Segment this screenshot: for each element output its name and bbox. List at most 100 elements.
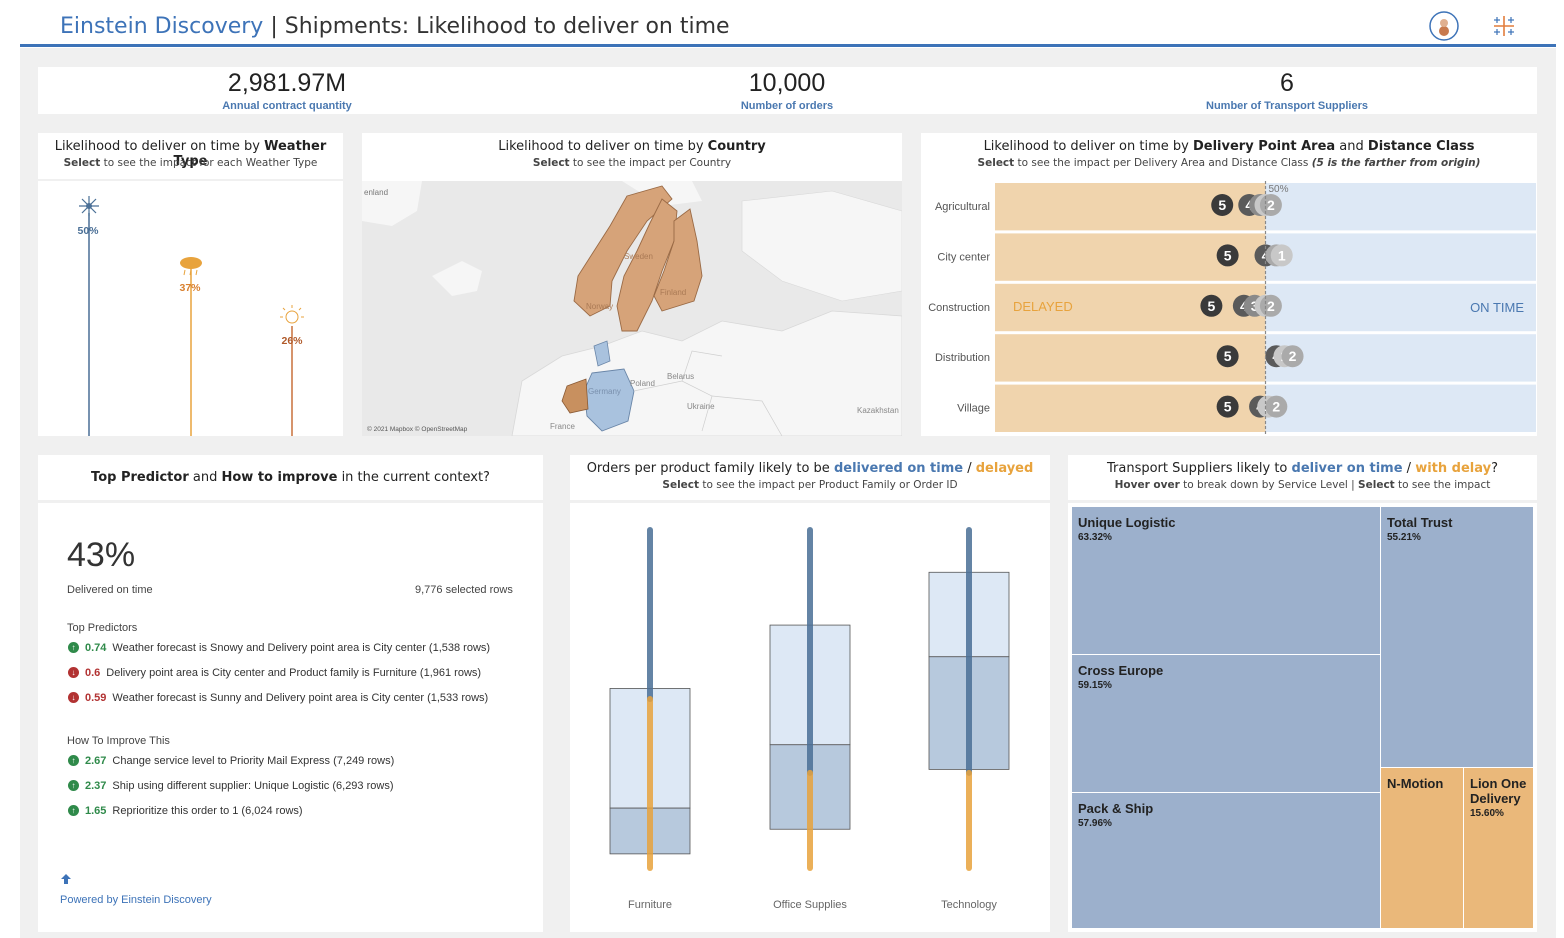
up-arrow-icon: ↑ [68,754,79,766]
supplier-cross-europe[interactable]: Cross Europe 59.15% [1072,655,1381,793]
svg-text:2: 2 [1272,399,1280,415]
product-family-label: Furniture [628,899,672,911]
brand-name: Einstein Discovery [60,14,264,39]
weather-pct-snowy: 50% [77,225,99,237]
dashboard-canvas: 2,981.97M Annual contract quantity 10,00… [20,48,1556,938]
kpi-contract-label: Annual contract quantity [222,100,352,112]
supplier-unique-logistic[interactable]: Unique Logistic 63.32% [1072,507,1381,655]
map-attribution: © 2021 Mapbox © OpenStreetMap [367,425,468,433]
weather-item-rain[interactable]: 37% [179,257,202,436]
country-title: Likelihood to deliver on time by Country [498,139,766,154]
map-country-finland [653,208,703,312]
header-rule [20,44,1556,47]
distance-class-dot[interactable]: 2 [1259,194,1282,216]
delivery-row[interactable]: Distribution5412 [935,334,1536,382]
avatar[interactable] [1428,10,1460,42]
svg-text:Belarus: Belarus [667,372,694,381]
title-separator: | [270,14,278,39]
distance-class-dot[interactable]: 2 [1265,395,1288,418]
improve-row: ↑ 1.65 Reprioritize this order to 1 (6,024… [68,804,303,817]
boxplot-furniture[interactable] [609,527,691,871]
kpi-suppliers-label: Number of Transport Suppliers [1206,100,1368,112]
delivery-area-label: Construction [928,302,990,314]
delivery-row[interactable]: Village5412 [957,384,1536,432]
svg-text:enland: enland [364,188,388,197]
suppliers-panel: Unique Logistic 63.32% Total Trust 55.21% … [1068,503,1537,932]
boxplot-office-supplies[interactable] [769,527,851,871]
orders-subtitle: Select to see the impact per Product Fam… [662,479,958,491]
down-arrow-icon: ↓ [68,666,79,678]
svg-text:Poland: Poland [630,379,655,388]
svg-text:5: 5 [1218,197,1226,213]
kpi-orders-value: 10,000 [748,69,826,97]
kpi-contract-value: 2,981.97M [227,69,347,97]
weather-subtitle: Select to see the impact for each Weathe… [63,157,318,169]
product-family-label: Technology [941,899,997,911]
country-panel: Likelihood to deliver on time by Country… [362,133,902,436]
up-arrow-icon: ↑ [68,641,79,653]
country-map[interactable]: enland Sweden Finland Norway Poland Bela… [362,181,902,436]
delivery-area-label: Distribution [935,352,990,364]
suppliers-title: Transport Suppliers likely to deliver on… [1107,461,1498,476]
dashboard-title: Shipments: Likelihood to deliver on time [284,14,730,39]
weather-chart[interactable]: 50% 37% 26% [38,181,343,436]
country-subtitle: Select to see the impact per Country [532,157,732,169]
svg-text:Finland: Finland [660,288,686,297]
delivery-subtitle: Select to see the impact per Delivery Ar… [977,157,1481,169]
svg-text:Germany: Germany [588,387,621,396]
svg-text:Norway: Norway [586,302,613,311]
user-avatar-icon [1429,11,1459,41]
suppliers-header: Transport Suppliers likely to deliver on… [1068,455,1537,500]
predictor-header: Top Predictor and How to improve in the … [38,455,543,500]
svg-text:2: 2 [1289,348,1297,364]
delivery-row[interactable]: City center5421 [937,233,1536,281]
orders-boxplot[interactable]: Furniture Office Supplies Technology [570,503,1050,932]
delivery-chart[interactable]: Agricultural54312City center5421Construc… [921,181,1537,436]
improve-header: How To Improve This [67,735,170,747]
predictor-title: Top Predictor and How to improve in the … [91,470,490,485]
distance-class-dot[interactable]: 2 [1259,294,1282,317]
sun-icon [280,305,304,324]
distance-class-dot[interactable]: 5 [1200,294,1223,317]
weather-panel: Likelihood to deliver on time by Weather… [38,133,343,436]
weather-item-snowy[interactable]: 50% [77,196,99,436]
svg-text:5: 5 [1224,348,1232,364]
distance-class-dot[interactable]: 5 [1216,244,1239,267]
map-country-denmark [593,340,611,367]
distance-class-dot[interactable]: 5 [1216,395,1239,418]
supplier-lion-one-delivery[interactable]: Lion One Delivery 15.60% [1464,768,1534,929]
weather-item-sunny[interactable]: 26% [280,305,304,436]
kpi-strip: 2,981.97M Annual contract quantity 10,00… [38,67,1537,114]
orders-header: Orders per product family likely to be d… [570,455,1050,500]
delivered-label: Delivered on time [67,584,153,596]
powered-by-link[interactable]: Powered by Einstein Discovery [60,894,212,906]
svg-text:2: 2 [1267,197,1275,213]
reference-line-label: 50% [1269,184,1289,195]
supplier-total-trust[interactable]: Total Trust 55.21% [1381,507,1534,768]
svg-text:5: 5 [1224,399,1232,415]
delivery-title: Likelihood to deliver on time by Deliver… [983,139,1475,154]
improve-row: ↑ 2.67 Change service level to Priority Ma… [68,754,394,767]
on-time-label: ON TIME [1470,300,1524,315]
delivered-pct: 43% [67,536,136,574]
delivery-area-label: City center [937,251,990,263]
distance-class-dot[interactable]: 2 [1281,345,1304,368]
up-arrow-icon: ↑ [68,804,79,816]
supplier-pack-and-ship[interactable]: Pack & Ship 57.96% [1072,793,1381,929]
orders-title: Orders per product family likely to be d… [586,461,1034,476]
delivery-row[interactable]: Construction54312 [928,283,1536,332]
delivery-area-label: Agricultural [935,201,990,213]
top-predictors-header: Top Predictors [67,622,138,634]
delivery-row[interactable]: Agricultural54312 [935,183,1536,231]
distance-class-dot[interactable]: 5 [1211,194,1234,216]
kpi-orders-label: Number of orders [740,100,834,112]
einstein-icon [61,874,71,884]
distance-class-dot[interactable]: 1 [1270,244,1293,267]
supplier-n-motion[interactable]: N-Motion [1381,768,1464,929]
svg-text:Sweden: Sweden [624,252,653,261]
boxplot-technology[interactable] [928,527,1010,871]
distance-class-dot[interactable]: 5 [1216,345,1239,368]
delivery-area-label: Village [957,403,990,415]
page-title: Einstein Discovery | Shipments: Likeliho… [60,14,730,39]
svg-text:2: 2 [1267,298,1275,314]
